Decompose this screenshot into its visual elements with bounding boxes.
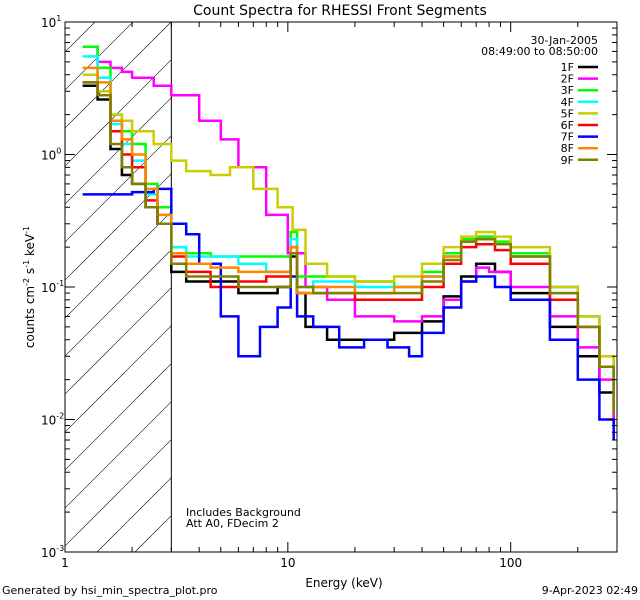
y-axis-label: counts cm-2 s-1 keV-1 (22, 226, 37, 348)
y-tick-label: 101 (41, 14, 61, 30)
hatch-line (65, 363, 172, 471)
legend-label-2F: 2F (561, 73, 574, 86)
series-line-7F (82, 187, 615, 440)
annotation-attenuator: Att A0, FDecim 2 (186, 517, 279, 530)
legend-label-8F: 8F (561, 142, 574, 155)
attenuator-hatch-region (65, 22, 172, 552)
legend-label-5F: 5F (561, 107, 574, 120)
legend-label-4F: 4F (561, 96, 574, 109)
legend-label-1F: 1F (561, 61, 574, 74)
y-tick-label: 10-1 (41, 279, 64, 295)
hatch-line (65, 439, 172, 547)
hatch-line (65, 211, 172, 319)
series-layer (82, 45, 615, 440)
x-axis-label: Energy (keV) (305, 576, 382, 590)
hatch-line (65, 97, 172, 205)
annotation-background: Includes Background (186, 506, 301, 519)
legend-label-7F: 7F (561, 131, 574, 144)
footer-timestamp: 9-Apr-2023 02:49 (542, 584, 638, 597)
time-range-label: 08:49:00 to 08:50:00 (481, 45, 598, 58)
series-line-9F (82, 81, 615, 414)
footer-generated-by: Generated by hsi_min_spectra_plot.pro (2, 584, 218, 597)
series-line-2F (82, 45, 615, 420)
x-tick-label: 10 (280, 556, 295, 570)
hatch-line (65, 401, 172, 509)
series-line-5F (82, 73, 615, 409)
hatch-line (65, 59, 172, 167)
series-line-3F (82, 45, 615, 409)
x-tick-label: 1 (61, 556, 69, 570)
series-line-8F (82, 66, 615, 414)
legend-label-6F: 6F (561, 119, 574, 132)
hatch-line (65, 249, 172, 357)
date-label: 30-Jan-2005 (531, 34, 599, 47)
chart-title: Count Spectra for RHESSI Front Segments (193, 3, 487, 19)
x-tick-label: 100 (499, 556, 522, 570)
legend-label-3F: 3F (561, 84, 574, 97)
hatch-line (65, 22, 172, 129)
series-line-4F (82, 55, 615, 409)
y-tick-label: 10-2 (41, 412, 64, 428)
y-tick-label: 10-3 (41, 544, 64, 560)
y-tick-label: 100 (41, 147, 61, 163)
legend-label-9F: 9F (561, 154, 574, 167)
axis-ticks: 1 10 100 10-3 10-2 10-1 100 101 (41, 14, 618, 570)
